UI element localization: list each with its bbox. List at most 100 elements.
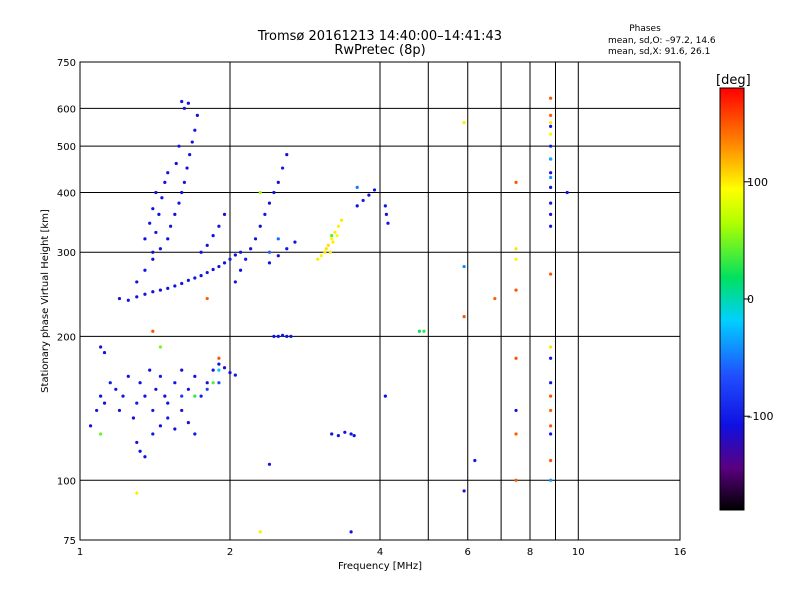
data-point — [549, 356, 553, 360]
data-point — [249, 247, 253, 251]
data-point — [323, 250, 327, 254]
data-point — [135, 491, 139, 495]
data-point — [367, 193, 371, 197]
data-point — [336, 224, 340, 228]
data-point — [514, 408, 518, 413]
data-point — [549, 121, 553, 125]
data-point — [138, 449, 142, 453]
data-point — [267, 462, 272, 466]
data-point — [163, 180, 167, 184]
data-point — [514, 478, 518, 482]
data-point — [258, 530, 262, 534]
data-points — [88, 96, 569, 534]
y-tick-label: 300 — [57, 248, 76, 259]
data-point — [166, 401, 170, 405]
data-point — [228, 257, 232, 261]
data-point — [217, 356, 221, 360]
data-point — [163, 394, 167, 398]
data-point — [280, 166, 285, 170]
stats-x: mean, sd,X: 91.6, 26.1 — [608, 47, 710, 57]
colorbar — [719, 87, 745, 511]
data-point — [565, 190, 569, 195]
data-point — [199, 250, 203, 254]
data-point — [514, 257, 518, 261]
data-point — [99, 345, 103, 349]
data-point — [154, 230, 158, 235]
data-point — [276, 254, 280, 258]
data-point — [151, 290, 155, 294]
data-point — [222, 261, 227, 265]
y-tick-label: 100 — [57, 476, 76, 487]
data-point — [417, 329, 422, 333]
data-point — [549, 458, 553, 463]
data-point — [138, 381, 142, 385]
data-point — [349, 530, 353, 534]
stats-title: Phases — [629, 24, 661, 34]
data-point — [182, 106, 186, 110]
data-point — [205, 387, 209, 391]
data-point — [331, 240, 335, 244]
data-point — [493, 296, 497, 301]
data-point — [340, 218, 344, 222]
data-point — [343, 430, 347, 434]
data-point — [549, 185, 553, 189]
data-point — [514, 288, 518, 292]
data-point — [383, 394, 387, 398]
data-point — [211, 267, 215, 272]
data-point — [462, 264, 466, 269]
data-point — [151, 250, 155, 254]
data-point — [462, 315, 466, 319]
data-point — [180, 394, 184, 398]
data-point — [253, 237, 258, 241]
data-point — [244, 257, 248, 261]
data-point — [330, 237, 334, 241]
data-point — [319, 254, 323, 258]
data-point — [222, 366, 227, 370]
data-point — [143, 268, 147, 272]
data-point — [173, 381, 177, 385]
data-point — [222, 212, 227, 216]
data-point — [211, 368, 215, 372]
data-point — [549, 408, 553, 413]
data-point — [205, 381, 209, 385]
data-point — [549, 224, 553, 228]
stats-o: mean, sd,O: –97.2, 14.6 — [608, 36, 716, 46]
data-point — [154, 387, 158, 391]
data-point — [195, 113, 199, 117]
data-point — [158, 424, 163, 428]
data-point — [180, 368, 184, 372]
data-point — [335, 233, 339, 238]
data-point — [549, 132, 553, 136]
data-point — [272, 190, 276, 195]
data-point — [173, 427, 177, 431]
data-point — [372, 188, 377, 192]
data-point — [217, 381, 221, 385]
data-point — [549, 345, 553, 349]
title-line2: RwPretec (8p) — [334, 43, 425, 58]
x-tick-label: 10 — [572, 547, 585, 558]
data-point — [148, 368, 152, 372]
data-point — [217, 264, 221, 269]
data-point — [102, 350, 107, 355]
data-point — [549, 201, 553, 205]
data-point — [263, 212, 267, 216]
data-point — [514, 432, 518, 436]
data-point — [355, 185, 359, 189]
data-point — [211, 233, 215, 238]
data-point — [143, 394, 147, 398]
data-point — [117, 408, 122, 413]
data-point — [289, 334, 293, 338]
x-tick-labels: 1 2 4 6 8 10 16 — [77, 547, 687, 558]
x-tick-label: 4 — [377, 547, 383, 558]
data-point — [151, 432, 155, 436]
y-tick-label: 200 — [57, 332, 76, 343]
data-point — [217, 368, 221, 372]
data-point — [233, 280, 237, 284]
data-point — [180, 190, 184, 195]
data-point — [117, 296, 122, 301]
data-point — [549, 272, 553, 276]
data-point — [514, 247, 518, 251]
data-point — [126, 374, 130, 378]
data-point — [276, 237, 280, 241]
data-point — [143, 292, 147, 296]
